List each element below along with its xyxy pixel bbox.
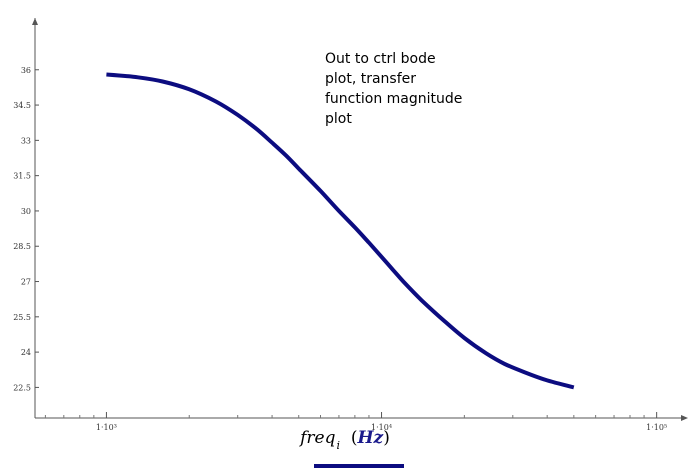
annotation-line: Out to ctrl bode: [325, 51, 436, 67]
series-line: [106, 72, 575, 390]
x-axis-variable-subscript: i: [336, 439, 341, 452]
y-tick-label: 31.5: [13, 172, 31, 181]
y-axis-arrow: [32, 18, 38, 25]
chart-annotation: Out to ctrl bode plot, transfer function…: [325, 49, 500, 129]
y-tick-label: 30: [21, 207, 31, 216]
x-tick-label: 1·10³: [96, 423, 117, 432]
y-tick-label: 33: [21, 136, 31, 145]
annotation-line: function magnitude: [325, 91, 463, 107]
x-axis-variable: freq: [300, 428, 336, 448]
x-axis-unit: Hz: [357, 428, 384, 448]
trace-legend-line: [314, 464, 404, 468]
y-tick-label: 28.5: [13, 242, 31, 251]
y-tick-label: 25.5: [13, 313, 31, 322]
annotation-line: plot: [325, 111, 352, 127]
annotation-line: plot, transfer: [325, 71, 417, 87]
x-axis-arrow: [681, 415, 688, 421]
y-tick-label: 22.5: [13, 383, 31, 392]
x-axis-label: freqi (Hz): [300, 428, 390, 452]
y-tick-label: 27: [21, 278, 31, 287]
y-tick-label: 24: [21, 348, 31, 357]
x-tick-label: 1·10⁵: [646, 423, 667, 432]
y-tick-label: 36: [21, 66, 31, 75]
x-tick-label: 1·10⁴: [371, 423, 392, 432]
y-tick-label: 34.5: [13, 101, 31, 110]
